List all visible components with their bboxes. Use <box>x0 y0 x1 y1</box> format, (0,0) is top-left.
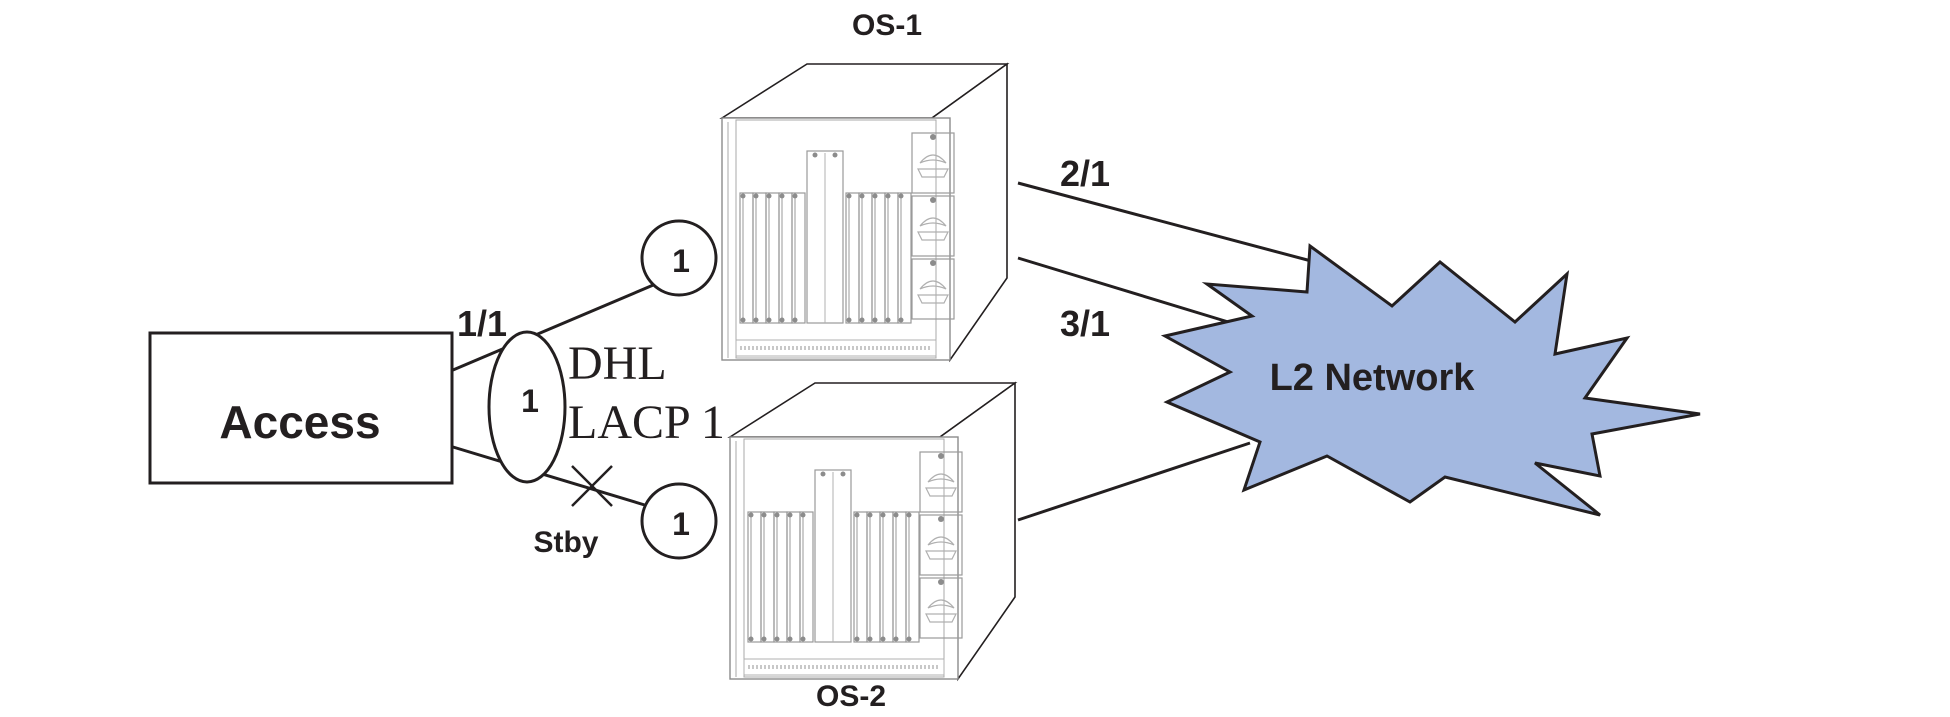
os2-label: OS-2 <box>816 680 886 713</box>
l2-network-burst <box>1160 243 1701 517</box>
os1-label: OS-1 <box>852 9 922 42</box>
l2-network-label: L2 Network <box>1270 357 1476 399</box>
port-1-1-label: 1/1 <box>457 303 507 344</box>
os2-chassis <box>730 383 1015 679</box>
link-os1-2-1 <box>1017 181 1316 264</box>
link-os2-network <box>1017 441 1251 522</box>
os1-lag-circle <box>640 219 718 297</box>
link-access-os2 <box>452 445 649 508</box>
port-2-1-label: 2/1 <box>1060 153 1110 194</box>
os1-lag-label: 1 <box>672 243 690 279</box>
access-label: Access <box>219 396 380 448</box>
link-os1-3-1 <box>1017 256 1249 330</box>
lag-id-label: 1 <box>521 383 539 419</box>
os1-chassis <box>722 64 1007 360</box>
lag-ellipse <box>487 330 567 484</box>
standby-x-mark-stroke <box>571 465 613 507</box>
os2-lag-label: 1 <box>672 506 690 542</box>
os2-lag-circle <box>640 482 718 560</box>
link-access-os1 <box>452 281 659 372</box>
dhl-label: DHL <box>568 337 667 390</box>
lacp-label: LACP 1 <box>568 396 725 449</box>
port-3-1-label: 3/1 <box>1060 303 1110 344</box>
access-node <box>148 331 454 485</box>
standby-label: Stby <box>533 526 598 559</box>
